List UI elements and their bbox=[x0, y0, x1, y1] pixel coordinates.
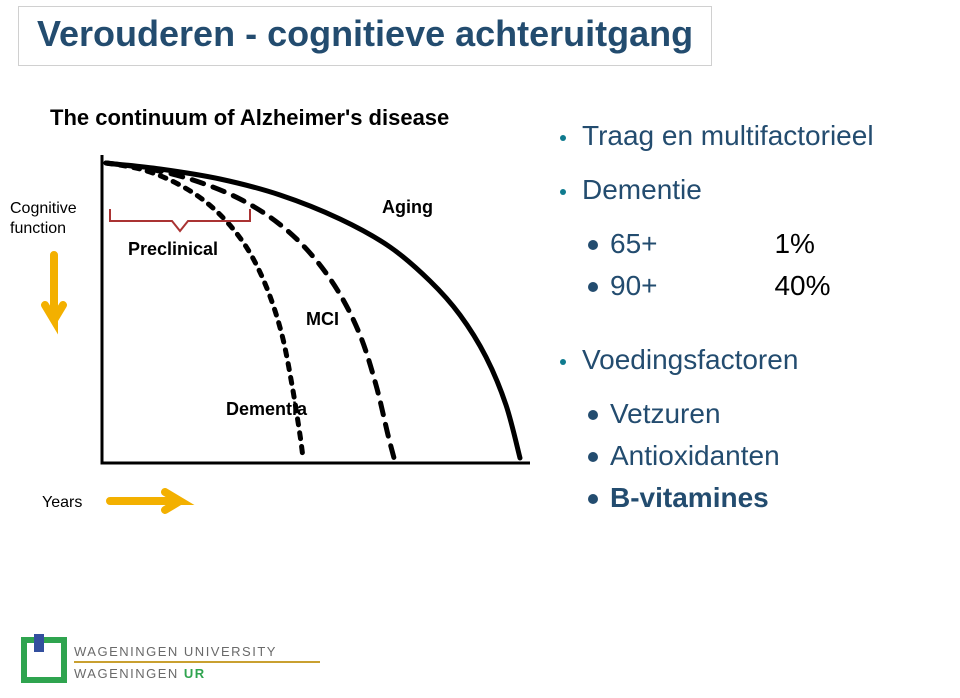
bullet-voeding: Voedingsfactoren bbox=[560, 344, 950, 376]
disc-icon bbox=[588, 494, 598, 504]
disc-icon bbox=[588, 240, 598, 250]
disc-icon bbox=[588, 282, 598, 292]
alzheimer-continuum-chart: The continuum of Alzheimer's disease Cogn… bbox=[10, 95, 550, 665]
sub-90plus-pct: 40% bbox=[774, 270, 830, 302]
sub-antioxidanten: Antioxidanten bbox=[610, 440, 950, 472]
bullet-dementie-label: Dementie bbox=[582, 174, 950, 206]
slide-title-box: Verouderen - cognitieve achteruitgang bbox=[18, 6, 712, 66]
sub-65plus-label: 65+ bbox=[610, 228, 770, 260]
bullet-dot-icon bbox=[560, 189, 566, 195]
sub-vetzuren-label: Vetzuren bbox=[610, 398, 721, 430]
sub-65plus: 65+ 1% bbox=[610, 228, 950, 260]
y-arrow-icon bbox=[45, 255, 63, 320]
chart-ylabel-1: Cognitive bbox=[10, 200, 77, 217]
chart-title: The continuum of Alzheimer's disease bbox=[50, 105, 449, 130]
chart-ylabel-2: function bbox=[10, 220, 66, 237]
sub-bvitamines-label: B-vitamines bbox=[610, 482, 769, 514]
sub-90plus: 90+ 40% bbox=[610, 270, 950, 302]
bullet-list: Traag en multifactorieel Dementie 65+ 1%… bbox=[560, 120, 950, 524]
sub-90plus-label: 90+ bbox=[610, 270, 770, 302]
disc-icon bbox=[588, 452, 598, 462]
wageningen-logo: WAGENINGEN UNIVERSITY WAGENINGEN UR bbox=[20, 634, 330, 690]
x-arrow-icon bbox=[110, 492, 180, 510]
sub-antioxidanten-label: Antioxidanten bbox=[610, 440, 780, 472]
sub-65plus-pct: 1% bbox=[774, 228, 814, 260]
bullet-traag: Traag en multifactorieel bbox=[560, 120, 950, 152]
curve-label-aging: Aging bbox=[382, 197, 433, 217]
curve-label-mci: MCI bbox=[306, 309, 339, 329]
disc-icon bbox=[588, 410, 598, 420]
bullet-dementie: Dementie bbox=[560, 174, 950, 206]
bullet-voeding-label: Voedingsfactoren bbox=[582, 344, 950, 376]
logo-text-2: WAGENINGEN UR bbox=[74, 666, 206, 681]
bullet-dot-icon bbox=[560, 359, 566, 365]
bullet-dot-icon bbox=[560, 135, 566, 141]
chart-xlabel: Years bbox=[42, 494, 82, 511]
preclinical-label: Preclinical bbox=[128, 239, 218, 259]
slide-title: Verouderen - cognitieve achteruitgang bbox=[37, 13, 693, 54]
bullet-traag-label: Traag en multifactorieel bbox=[582, 120, 950, 152]
sub-vetzuren: Vetzuren bbox=[610, 398, 950, 430]
sub-bvitamines: B-vitamines bbox=[610, 482, 950, 514]
logo-text-1: WAGENINGEN UNIVERSITY bbox=[74, 644, 277, 659]
curve-label-dementia: Dementia bbox=[226, 399, 308, 419]
